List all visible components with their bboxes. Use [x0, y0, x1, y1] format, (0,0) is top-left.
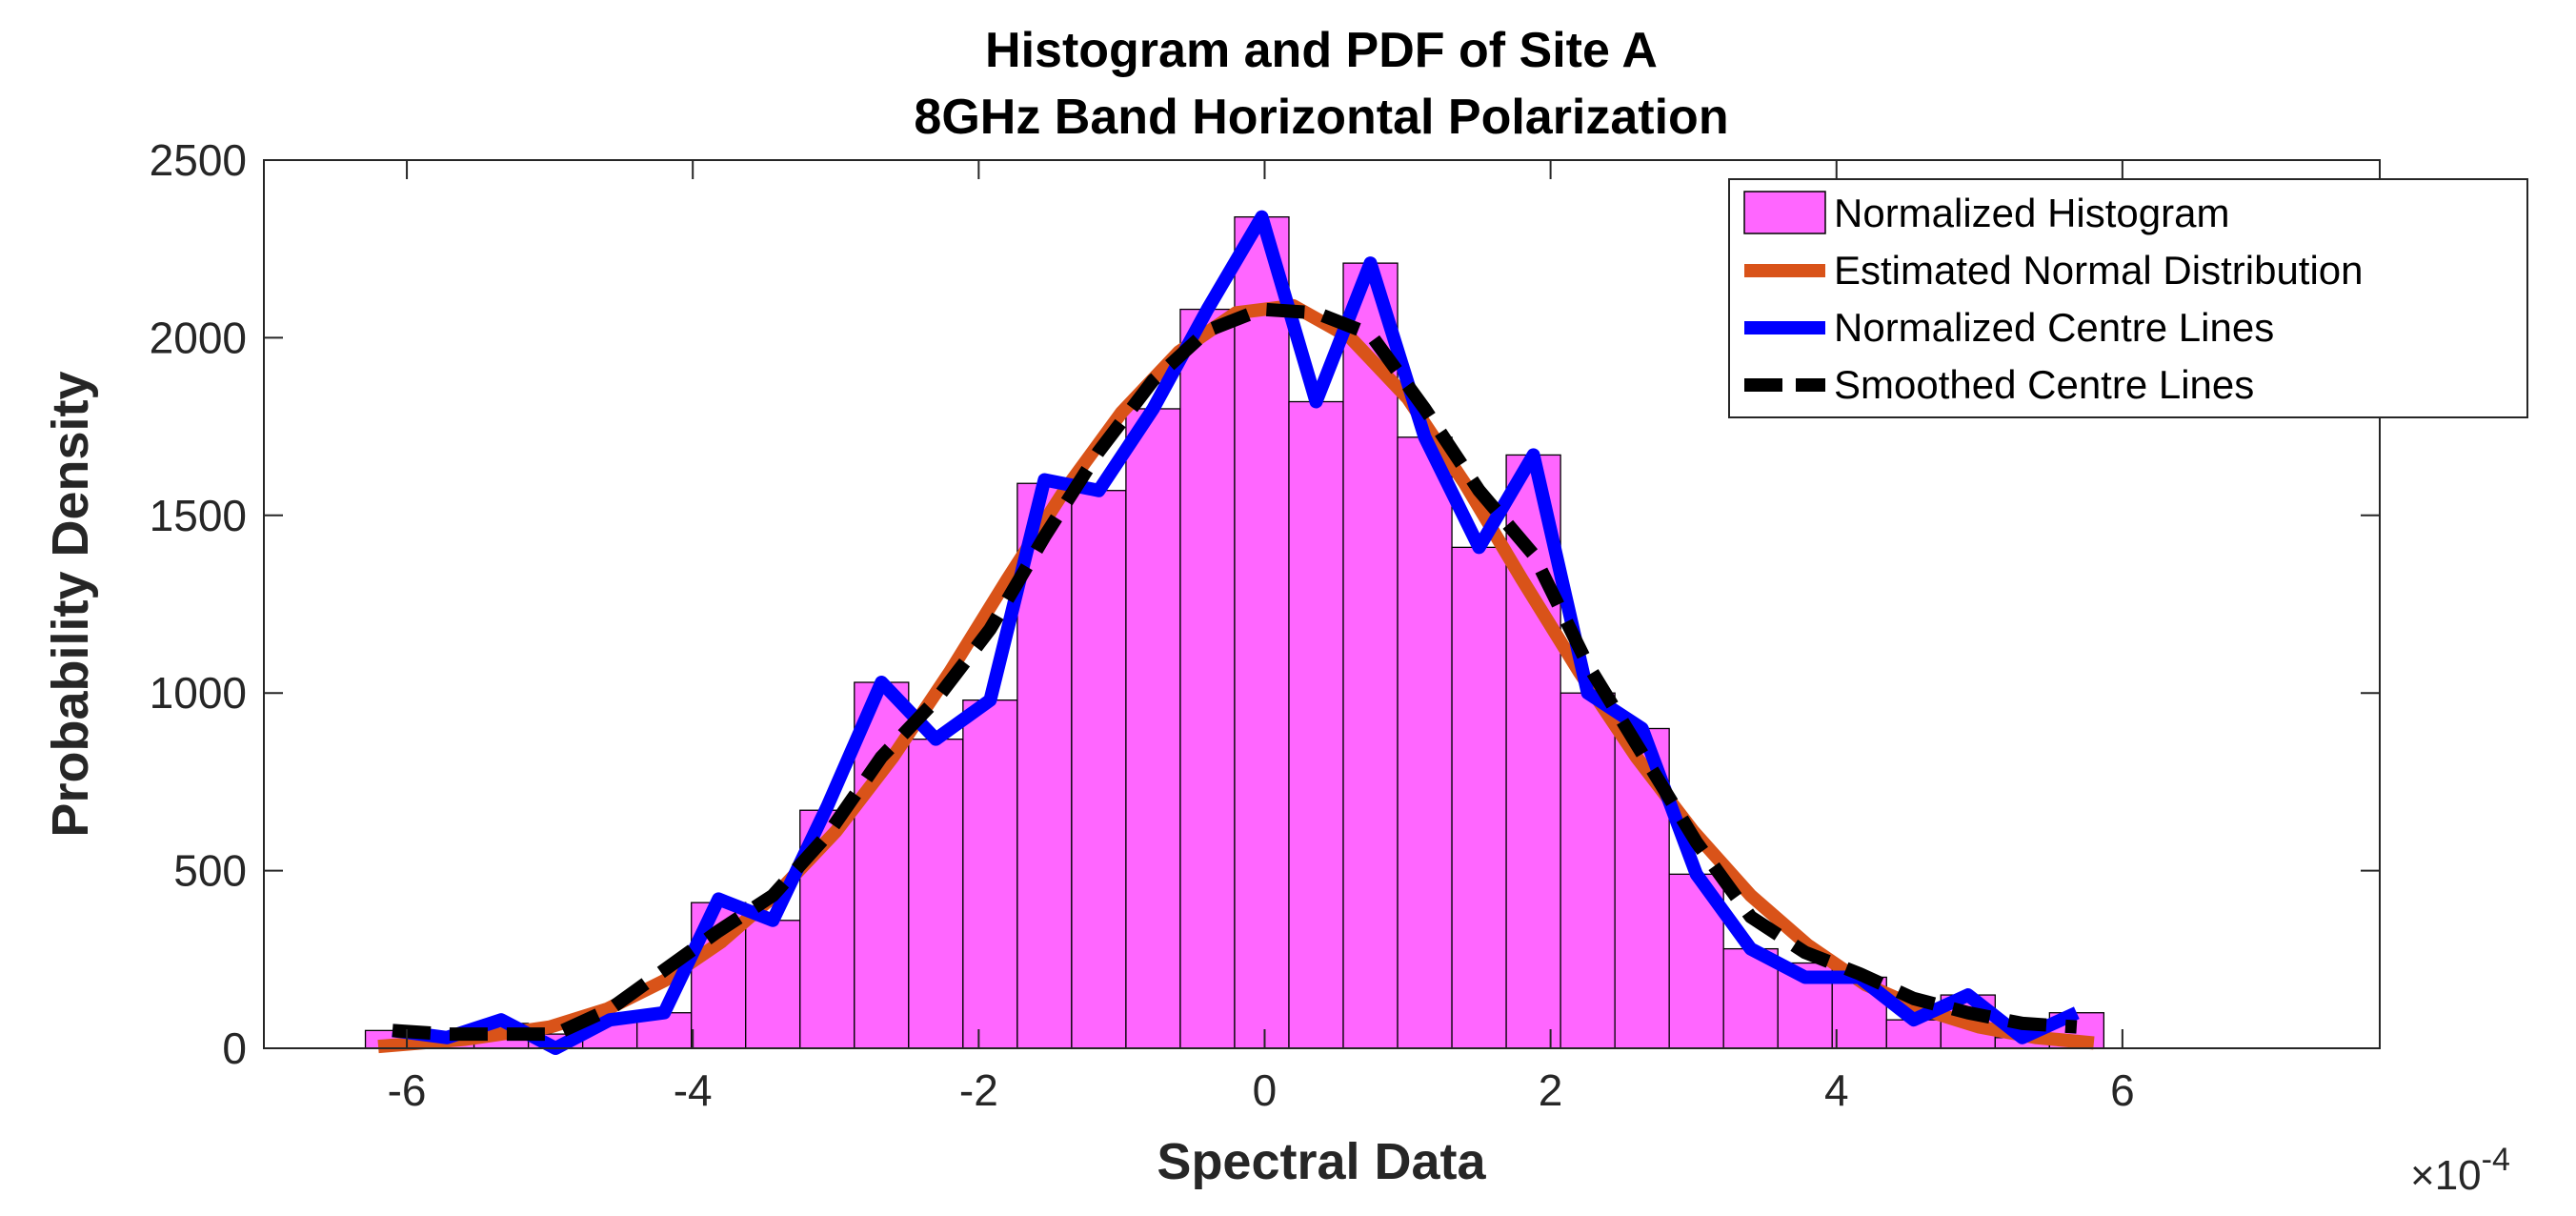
legend-label-histogram: Normalized Histogram	[1834, 191, 2229, 235]
y-axis-label: Probability Density	[42, 371, 99, 837]
smoothed-centre-line	[392, 302, 2078, 1042]
series-lines	[377, 210, 2095, 1055]
legend-label-smoothed: Smoothed Centre Lines	[1834, 362, 2254, 407]
plot-frame	[263, 159, 2381, 1049]
x-tick-label: 6	[2110, 1065, 2135, 1115]
y-tick-label: 2500	[150, 135, 247, 185]
histogram-bar	[1234, 215, 1290, 1049]
y-axis-ticks: 0 500 1000 1500 2000 2500	[150, 135, 2380, 1073]
x-exponent-base: ×10	[2410, 1152, 2482, 1199]
legend-swatch-histogram	[1743, 191, 1826, 234]
y-tick-label: 2000	[150, 313, 247, 362]
legend-label-centre: Normalized Centre Lines	[1834, 305, 2274, 350]
histogram-bar	[908, 739, 964, 1049]
chart-title-line-2: 8GHz Band Horizontal Polarization	[914, 90, 1728, 145]
x-tick-label: 0	[1253, 1065, 1278, 1115]
histogram-bar	[962, 699, 1018, 1049]
histogram-bar	[1560, 692, 1616, 1049]
y-tick-label: 0	[222, 1023, 247, 1073]
y-tick-label: 1500	[150, 491, 247, 540]
histogram-bar	[1125, 408, 1181, 1049]
histogram-bar	[1342, 262, 1399, 1049]
x-tick-label: -6	[388, 1065, 427, 1115]
histogram-bar	[1722, 947, 1779, 1049]
histogram-bar	[1179, 308, 1236, 1049]
x-tick-label: -4	[674, 1065, 713, 1115]
histogram-bars	[364, 215, 2105, 1049]
legend-box	[1728, 178, 2528, 418]
y-tick-label: 500	[173, 846, 247, 896]
x-exponent-power: -4	[2482, 1142, 2510, 1178]
x-tick-label: 4	[1824, 1065, 1849, 1115]
histogram-bar	[1397, 436, 1453, 1049]
histogram-bar	[1071, 490, 1127, 1049]
centre-line	[392, 210, 2080, 1055]
histogram-bar	[1288, 400, 1344, 1049]
legend: Normalized Histogram Estimated Normal Di…	[1728, 178, 2528, 418]
chart-title-line-1: Histogram and PDF of Site A	[985, 23, 1658, 78]
x-axis-label: Spectral Data	[1157, 1133, 1486, 1190]
histogram-bar	[1451, 546, 1507, 1049]
x-tick-label: -2	[959, 1065, 998, 1115]
legend-label-normal: Estimated Normal Distribution	[1834, 248, 2364, 293]
x-tick-label: 2	[1539, 1065, 1563, 1115]
x-axis-exponent: ×10-4	[2410, 1142, 2510, 1199]
histogram-bar	[745, 920, 801, 1049]
x-axis-ticks: -6 -4 -2 0 2 4 6	[388, 160, 2135, 1115]
y-tick-label: 1000	[150, 668, 247, 718]
